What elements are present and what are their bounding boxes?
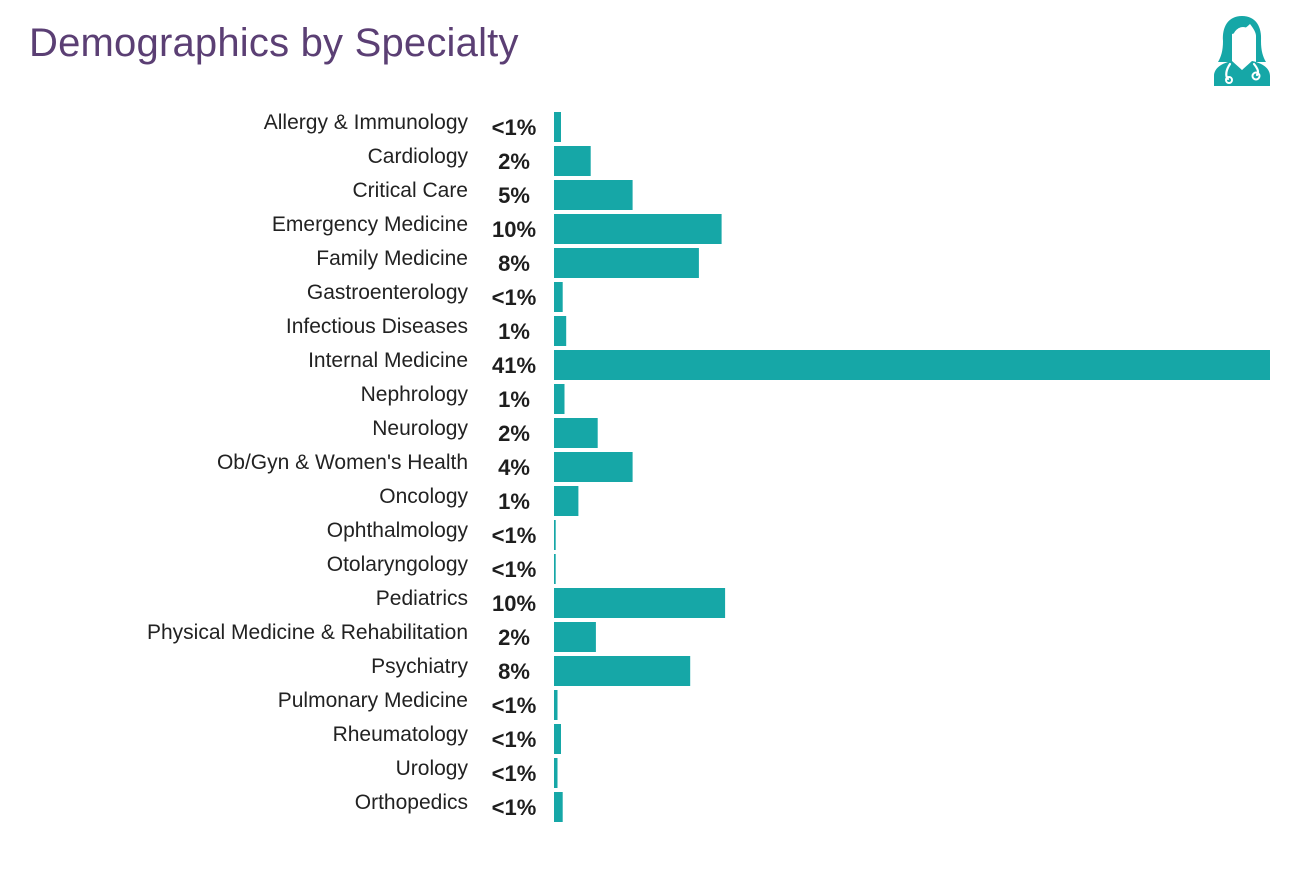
bar xyxy=(554,622,596,652)
bar xyxy=(554,792,563,822)
bar xyxy=(554,690,558,720)
category-label: Infectious Diseases xyxy=(286,315,468,338)
value-label: <1% xyxy=(492,115,537,140)
value-label: <1% xyxy=(492,523,537,548)
bar xyxy=(554,452,633,482)
value-label: 41% xyxy=(492,353,536,378)
bar xyxy=(554,656,691,686)
bar xyxy=(554,350,1270,380)
category-label: Urology xyxy=(396,757,469,780)
value-label: <1% xyxy=(492,693,537,718)
bar xyxy=(554,384,565,414)
bar xyxy=(554,180,633,210)
category-label: Ob/Gyn & Women's Health xyxy=(217,451,468,474)
value-label: 8% xyxy=(498,251,530,276)
category-label: Pulmonary Medicine xyxy=(278,689,468,712)
category-label: Psychiatry xyxy=(371,655,468,678)
bar xyxy=(554,112,561,142)
category-label: Internal Medicine xyxy=(308,349,468,372)
value-label: 1% xyxy=(498,319,530,344)
category-label: Cardiology xyxy=(368,145,469,168)
value-label: 4% xyxy=(498,455,530,480)
value-label: 1% xyxy=(498,387,530,412)
category-label: Physical Medicine & Rehabilitation xyxy=(147,621,468,644)
value-label: <1% xyxy=(492,795,537,820)
bar xyxy=(554,724,561,754)
doctor-icon xyxy=(1214,16,1270,86)
bar xyxy=(554,214,722,244)
category-label: Nephrology xyxy=(361,383,469,406)
bar xyxy=(554,758,558,788)
value-label: 2% xyxy=(498,625,530,650)
category-label: Emergency Medicine xyxy=(272,213,468,236)
page-title: Demographics by Specialty xyxy=(29,21,519,65)
category-label: Critical Care xyxy=(352,179,468,202)
bar xyxy=(554,316,567,346)
bar xyxy=(554,146,591,176)
category-label: Allergy & Immunology xyxy=(264,111,469,134)
bar xyxy=(554,282,563,312)
value-label: <1% xyxy=(492,727,537,752)
bar xyxy=(554,520,556,550)
value-label: <1% xyxy=(492,761,537,786)
category-label: Ophthalmology xyxy=(327,519,469,542)
bar xyxy=(554,486,579,516)
value-label: 10% xyxy=(492,591,536,616)
bar xyxy=(554,418,598,448)
value-label: 2% xyxy=(498,149,530,174)
bar xyxy=(554,588,726,618)
category-label: Rheumatology xyxy=(333,723,469,746)
category-label: Neurology xyxy=(372,417,468,440)
value-label: 8% xyxy=(498,659,530,684)
bar xyxy=(554,248,699,278)
category-label: Pediatrics xyxy=(376,587,468,610)
category-label: Gastroenterology xyxy=(307,281,469,304)
bar xyxy=(554,554,556,584)
category-label: Otolaryngology xyxy=(327,553,469,576)
value-label: 2% xyxy=(498,421,530,446)
category-label: Orthopedics xyxy=(355,791,468,814)
value-label: <1% xyxy=(492,285,537,310)
value-label: <1% xyxy=(492,557,537,582)
category-label: Oncology xyxy=(379,485,468,508)
value-label: 1% xyxy=(498,489,530,514)
value-label: 5% xyxy=(498,183,530,208)
value-label: 10% xyxy=(492,217,536,242)
category-label: Family Medicine xyxy=(316,247,468,270)
